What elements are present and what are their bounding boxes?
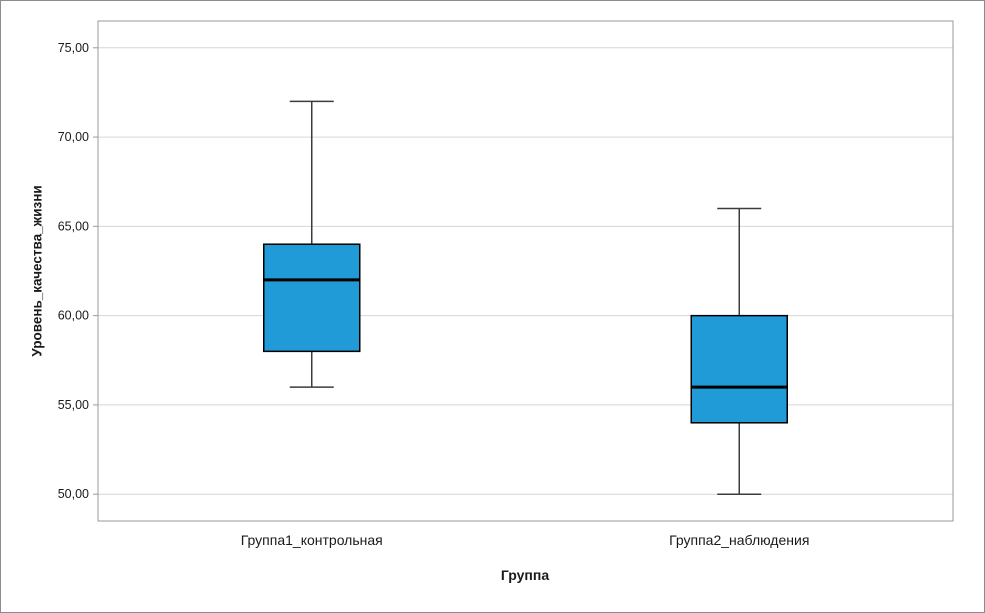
y-axis-title: Уровень_качества_жизни [29,185,45,357]
y-tick-label: 55,00 [58,398,89,412]
plot-border [97,20,954,522]
y-tick-label: 60,00 [58,309,89,323]
box [690,314,788,424]
x-axis-title: Группа [500,567,550,583]
y-tick-label: 70,00 [58,130,89,144]
y-tick-label: 65,00 [58,219,89,233]
x-category-label: Группа1_контрольная [241,532,383,548]
y-tick-label: 75,00 [58,41,89,55]
y-tick-label: 50,00 [58,487,89,501]
x-category-label: Группа2_наблюдения [669,532,809,548]
box [263,243,361,353]
